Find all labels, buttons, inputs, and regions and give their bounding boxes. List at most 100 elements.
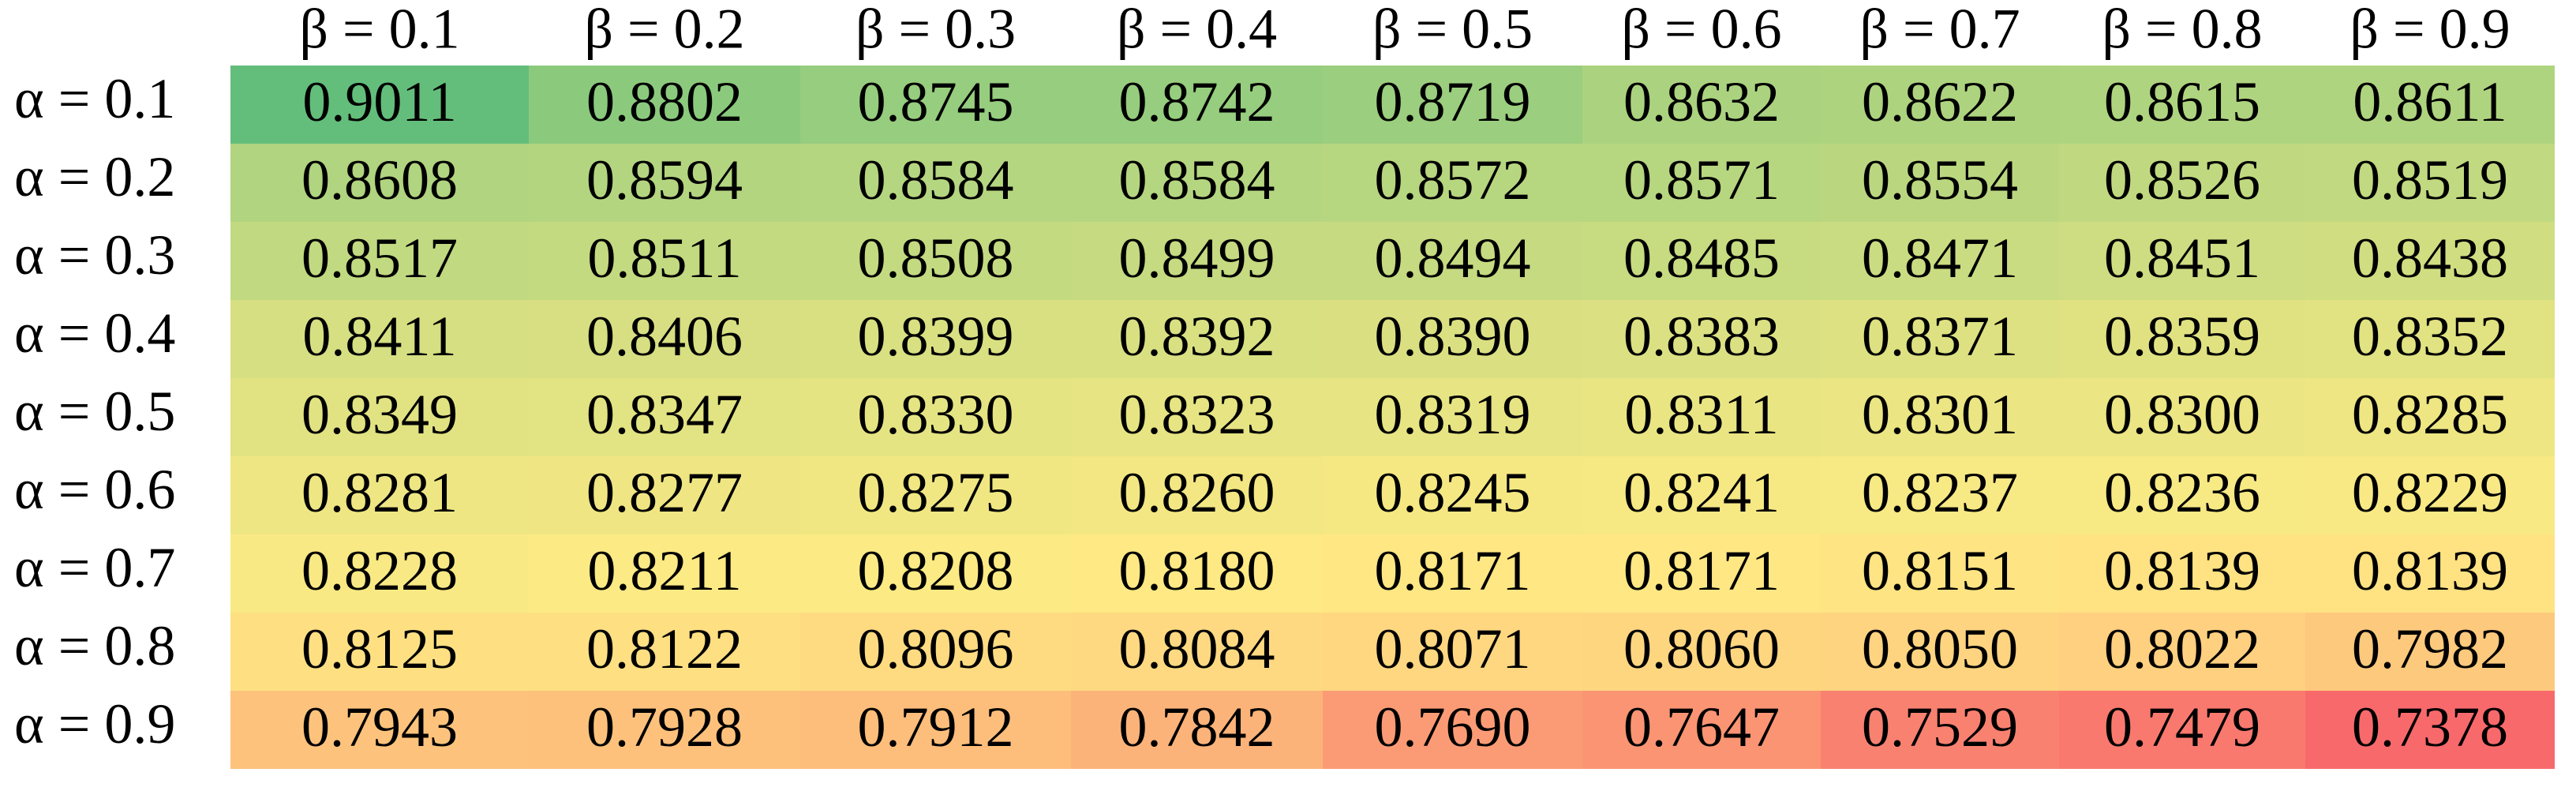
cell	[2059, 300, 2305, 378]
cell-value: 0.8352	[2352, 305, 2508, 368]
cell	[1071, 456, 1323, 534]
row-header: α = 0.3	[14, 223, 175, 287]
cell	[1582, 144, 1821, 222]
cell-value: 0.8584	[1119, 148, 1275, 212]
cell-value: 0.7690	[1375, 695, 1531, 759]
cell	[800, 300, 1071, 378]
cell-value: 0.7647	[1623, 695, 1780, 759]
cell	[2059, 456, 2305, 534]
cell-value: 0.8485	[1623, 227, 1780, 290]
cell	[529, 300, 800, 378]
cell	[800, 144, 1071, 222]
cell	[1071, 534, 1323, 613]
cell-value: 0.8519	[2352, 148, 2508, 212]
cell-value: 0.7842	[1119, 695, 1275, 759]
cell	[1582, 456, 1821, 534]
cell-value: 0.8236	[2104, 461, 2260, 524]
cell-value: 0.8208	[858, 539, 1014, 602]
cell	[2305, 300, 2555, 378]
cell-value: 0.8615	[2104, 70, 2260, 133]
row-header: α = 0.8	[14, 614, 175, 677]
cell-value: 0.7943	[301, 695, 458, 759]
row-header: α = 0.4	[14, 302, 175, 365]
cell-value: 0.7928	[586, 695, 743, 759]
cell	[2305, 613, 2555, 691]
cell-value: 0.8371	[1862, 305, 2018, 368]
cell	[1582, 613, 1821, 691]
cell-value: 0.8745	[858, 70, 1014, 133]
cell	[800, 378, 1071, 456]
cell-value: 0.8632	[1623, 70, 1780, 133]
cell-value: 0.8742	[1119, 70, 1275, 133]
cell	[2305, 691, 2555, 769]
column-header: β = 0.1	[299, 0, 459, 61]
cell-value: 0.8383	[1623, 305, 1780, 368]
cell-value: 0.8060	[1623, 617, 1780, 680]
cell	[1821, 300, 2059, 378]
cell	[1323, 691, 1582, 769]
cell-value: 0.8084	[1119, 617, 1275, 680]
cell-value: 0.8438	[2352, 227, 2508, 290]
cell-value: 0.8572	[1375, 148, 1531, 212]
cell	[1323, 613, 1582, 691]
cell-value: 0.8245	[1375, 461, 1531, 524]
cell-value: 0.8229	[2352, 461, 2508, 524]
cell	[1323, 534, 1582, 613]
cell	[2059, 66, 2305, 144]
cell	[1071, 222, 1323, 300]
cell-value: 0.8171	[1623, 539, 1780, 602]
cell	[230, 222, 529, 300]
cell-value: 0.8071	[1375, 617, 1531, 680]
cell	[529, 613, 800, 691]
cell-value: 0.8301	[1862, 383, 2018, 446]
cell	[529, 456, 800, 534]
cell-value: 0.8277	[586, 461, 743, 524]
cell-value: 0.8494	[1375, 227, 1531, 290]
cell	[2059, 378, 2305, 456]
cell-value: 0.8211	[587, 539, 741, 602]
cell	[230, 378, 529, 456]
cell	[529, 691, 800, 769]
cell	[230, 613, 529, 691]
cell	[1582, 534, 1821, 613]
cell-value: 0.8237	[1862, 461, 2018, 524]
column-header: β = 0.3	[856, 0, 1016, 61]
cell-value: 0.8719	[1375, 70, 1531, 133]
cell-value: 0.8526	[2104, 148, 2260, 212]
cell-value: 0.8399	[858, 305, 1014, 368]
cell-value: 0.8594	[586, 148, 743, 212]
cell	[2059, 534, 2305, 613]
cell	[2059, 222, 2305, 300]
row-header: α = 0.1	[14, 67, 175, 130]
cell-value: 0.8319	[1375, 383, 1531, 446]
cell-value: 0.7529	[1862, 695, 2018, 759]
cell-value: 0.8139	[2104, 539, 2260, 602]
cell	[230, 300, 529, 378]
cell-value: 0.8584	[858, 148, 1014, 212]
cell	[230, 144, 529, 222]
cell-value: 0.8139	[2352, 539, 2508, 602]
cell-value: 0.7912	[858, 695, 1014, 759]
cell	[1323, 144, 1582, 222]
cell-value: 0.8359	[2104, 305, 2260, 368]
cell	[230, 456, 529, 534]
cell	[2059, 144, 2305, 222]
cell-value: 0.8571	[1623, 148, 1780, 212]
cell-value: 0.8471	[1862, 227, 2018, 290]
cell-value: 0.8499	[1119, 227, 1275, 290]
column-header: β = 0.4	[1117, 0, 1277, 61]
cell	[1071, 691, 1323, 769]
cell	[1821, 66, 2059, 144]
cell-value: 0.8611	[2353, 70, 2507, 133]
cell-value: 0.8171	[1375, 539, 1531, 602]
cell	[1071, 378, 1323, 456]
cell	[1582, 300, 1821, 378]
cell	[1582, 222, 1821, 300]
cell-value: 0.8300	[2104, 383, 2260, 446]
cell	[1821, 534, 2059, 613]
cell-value: 0.8411	[302, 305, 456, 368]
cell-value: 0.8622	[1862, 70, 2018, 133]
cell-value: 0.8451	[2104, 227, 2260, 290]
cell-value: 0.8802	[586, 70, 743, 133]
